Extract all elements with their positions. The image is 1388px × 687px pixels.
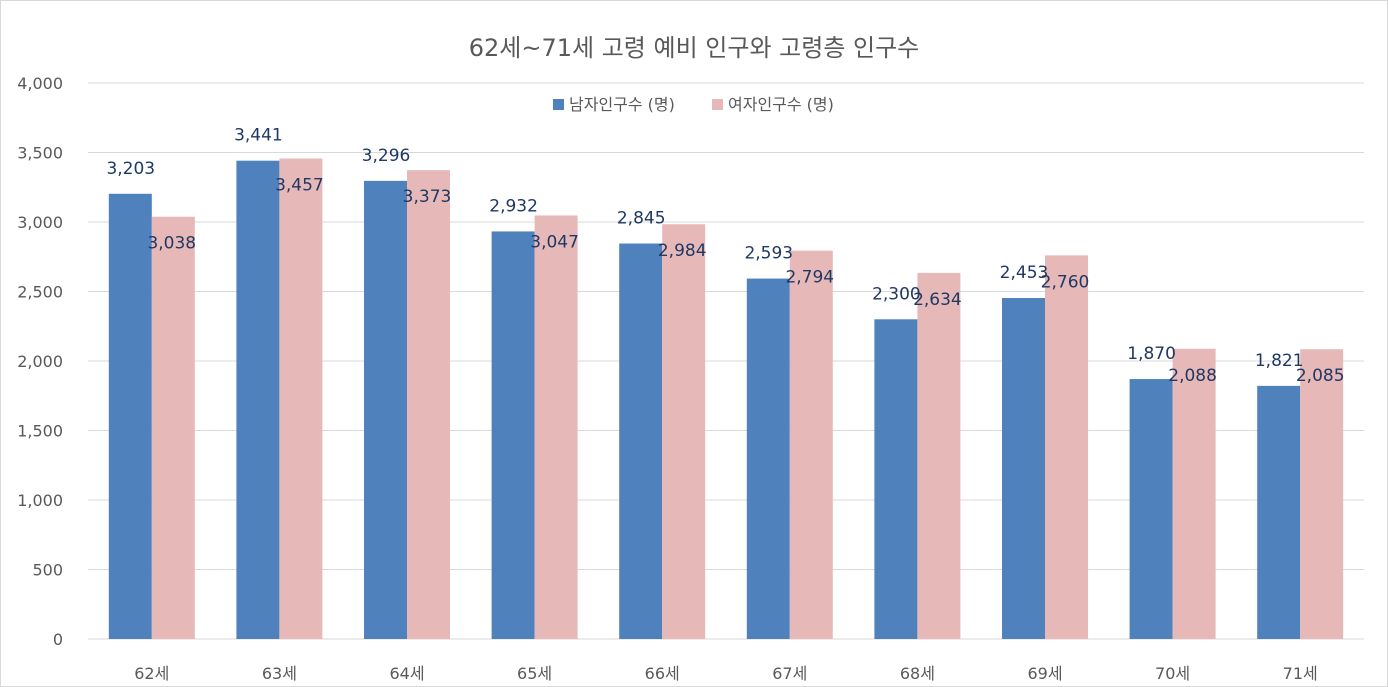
data-labels: 3,203 3,038 3,441 3,457 3,296 3,373 2,932 3,047… [106, 126, 1344, 386]
legend: 남자인구수 (명) 여자인구수 (명) [553, 95, 834, 114]
data-label-female: 2,634 [913, 290, 962, 310]
bar-male [746, 278, 790, 639]
legend-label-male: 남자인구수 (명) [569, 95, 675, 114]
bar-male [874, 319, 918, 639]
data-label-male: 3,296 [362, 146, 411, 166]
data-label-male: 2,845 [617, 209, 666, 229]
data-label-female: 3,457 [275, 175, 324, 195]
y-tick-label: 2,500 [17, 283, 63, 302]
data-label-male: 2,932 [489, 196, 538, 216]
y-tick-label: 1,500 [17, 422, 63, 441]
bar-female [1045, 255, 1088, 640]
chart-title: 62세~71세 고령 예비 인구와 고령층 인구수 [469, 34, 920, 62]
y-tick-label: 0 [53, 630, 63, 649]
legend-swatch-male [553, 99, 564, 110]
data-label-male: 1,870 [1127, 344, 1176, 364]
x-tick-label: 62세 [134, 664, 169, 683]
data-label-male: 3,441 [234, 126, 283, 146]
bars [108, 158, 1344, 640]
x-tick-label: 66세 [645, 664, 680, 683]
data-label-male: 2,453 [1000, 263, 1049, 283]
data-label-female: 2,984 [658, 241, 707, 261]
data-label-female: 2,088 [1168, 366, 1217, 386]
bar-female [407, 170, 450, 639]
bar-female [789, 250, 833, 639]
data-label-female: 2,085 [1296, 366, 1345, 386]
y-axis-ticks: 0 500 1,000 1,500 2,000 2,500 3,000 3,500 4,000 [17, 74, 63, 649]
data-label-female: 3,038 [147, 234, 196, 254]
bar-male [491, 231, 535, 639]
x-axis-ticks: 62세 63세 64세 65세 66세 67세 68세 69세 70세 71세 [134, 664, 1317, 683]
data-label-female: 2,760 [1041, 272, 1090, 292]
y-tick-label: 1,000 [17, 491, 63, 510]
data-label-male: 3,203 [106, 159, 155, 179]
bar-male [236, 160, 280, 640]
data-label-male: 2,300 [872, 284, 921, 304]
data-label-female: 2,794 [785, 268, 834, 288]
x-tick-label: 67세 [772, 664, 807, 683]
y-tick-label: 500 [32, 561, 63, 580]
data-label-female: 3,373 [403, 187, 452, 207]
legend-label-female: 여자인구수 (명) [728, 95, 834, 114]
data-label-male: 1,821 [1255, 351, 1304, 371]
y-tick-label: 3,000 [17, 213, 63, 232]
data-label-male: 2,593 [744, 244, 793, 264]
y-tick-label: 2,000 [17, 352, 63, 371]
bar-female [662, 224, 706, 639]
legend-swatch-female [712, 99, 723, 110]
x-tick-label: 69세 [1027, 664, 1062, 683]
x-tick-label: 65세 [517, 664, 552, 683]
x-tick-label: 68세 [900, 664, 935, 683]
bar-female [279, 158, 323, 640]
x-tick-label: 63세 [262, 664, 297, 683]
bar-male [619, 243, 663, 640]
x-tick-label: 70세 [1155, 664, 1190, 683]
bar-female [917, 272, 961, 639]
bar-female [151, 216, 195, 639]
bar-male [364, 180, 407, 639]
bar-male [1257, 385, 1301, 639]
bar-female [1172, 348, 1216, 639]
data-label-female: 3,047 [530, 232, 579, 252]
bar-female [534, 215, 578, 640]
x-tick-label: 71세 [1283, 664, 1318, 683]
bar-female [1300, 349, 1344, 639]
y-tick-label: 3,500 [17, 144, 63, 163]
bar-male [1002, 298, 1045, 639]
y-tick-label: 4,000 [17, 74, 63, 93]
bar-male [1129, 379, 1173, 639]
bar-male [108, 193, 152, 639]
x-tick-label: 64세 [389, 664, 424, 683]
